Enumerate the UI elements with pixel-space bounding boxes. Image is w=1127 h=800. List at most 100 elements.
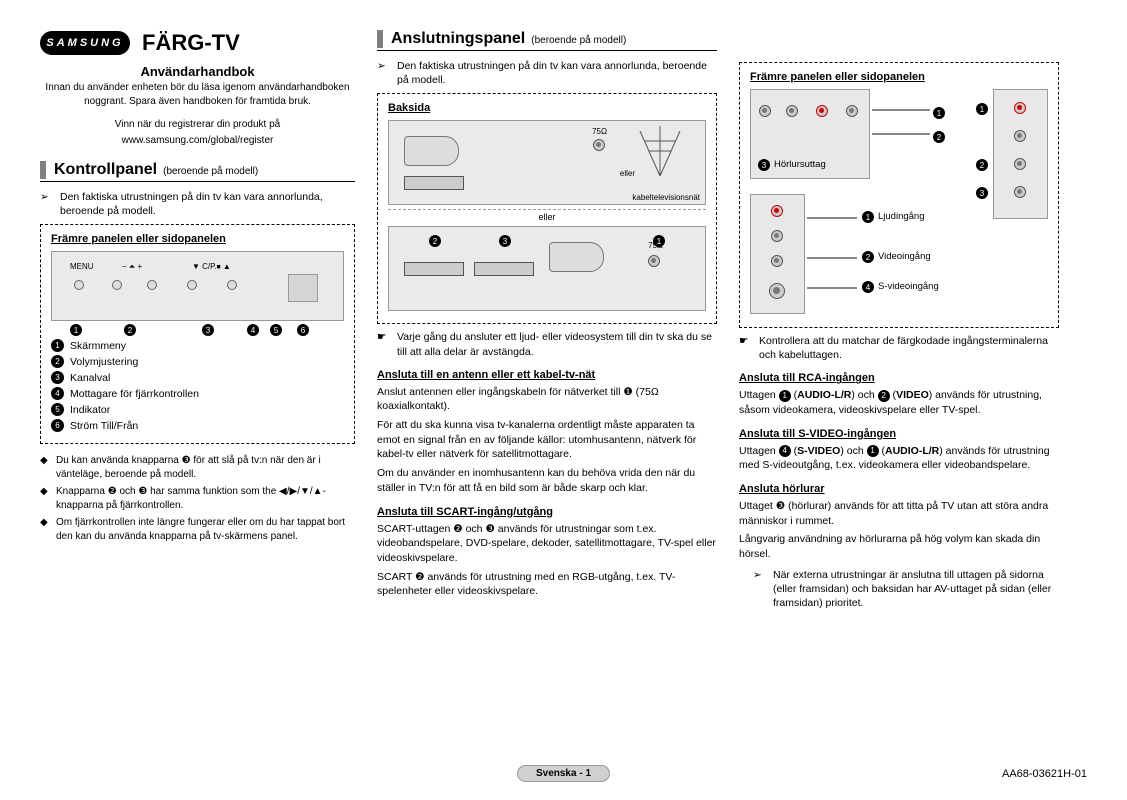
note-text: Den faktiska utrustningen på din tv kan … [397,59,717,87]
wire [872,133,930,135]
headphone-jack [759,105,771,117]
scart-connector [404,176,464,190]
antenna-icon [635,126,685,181]
circ-2: 2 [976,159,988,171]
rear-diagram-1: 75Ω eller kabeltelevisionsnät [388,120,706,205]
column-right: Främre panelen eller sidopanelen 1 2 3 H… [739,30,1059,616]
coax-label: 75Ω [592,127,607,136]
video-jack [771,255,783,267]
headphone-label: Hörlursuttag [774,159,826,170]
scart-plug-icon [549,242,604,272]
wire [872,109,930,111]
audio-jack [771,230,783,242]
section-title-text: Kontrollpanel [54,161,157,179]
circ-3: 3 [976,187,988,199]
coax-jack [593,139,605,151]
headphone-title: Ansluta hörlurar [739,483,1059,495]
panel-legend: 1Skärmmeny 2Volymjustering 3Kanalval 4Mo… [51,339,344,432]
diagram-separator: eller [388,209,706,222]
circ-1: 1 [976,103,988,115]
box-title: Främre panelen eller sidopanelen [51,233,344,245]
panel-button [74,280,84,290]
subheader: Användarhandbok Innan du använder enhete… [40,64,355,147]
power-area [288,274,318,302]
headphone-p1: Uttaget ❸ (hörlurar) används för att tit… [739,499,1059,528]
pointing-note: ☛ Varje gång du ansluter ett ljud- eller… [377,330,717,358]
scart-plug-icon [404,136,459,166]
scart-title: Ansluta till SCART-ingång/utgång [377,506,717,518]
section-title-text: Anslutningspanel [391,30,525,48]
page-indicator: Svenska - 1 [517,765,610,782]
audio-jack [1014,130,1026,142]
antenna-title: Ansluta till en antenn eller ett kabel-t… [377,369,717,381]
scart-p2: SCART ❷ används för utrustning med en RG… [377,570,717,599]
pointing-icon: ☛ [377,330,391,358]
diamond-icon: ◆ [40,516,50,543]
circ-2: 2 [124,324,136,336]
column-middle: Anslutningspanel (beroende på modell) ➢ … [377,30,717,603]
circ-3: 3 [758,159,770,171]
panel-button [187,280,197,290]
arrow-icon: ➢ [40,190,54,218]
kontrollpanel-bullets: ◆Du kan använda knapparna ❸ för att slå … [40,454,355,543]
antenna-p2: För att du ska kunna visa tv-kanalerna o… [377,418,717,462]
register-url: www.samsung.com/global/register [40,134,355,148]
video-jack [1014,158,1026,170]
pointing-note-2: ☛ Kontrollera att du matchar de färgkoda… [739,334,1059,362]
rear-panel-box: Baksida 75Ω eller kabeltelevisionsnät el… [377,93,717,324]
panel-button [227,280,237,290]
audio-r-jack [816,105,828,117]
end-note: ➢ När externa utrustningar är anslutna t… [753,568,1059,611]
box-title: Baksida [388,102,706,114]
circ-1: 1 [653,235,665,247]
circ-1: 1 [862,211,874,223]
audio-jack [1014,102,1026,114]
arrow-icon: ➢ [377,59,391,87]
section-sub: (beroende på modell) [163,166,258,177]
note-anslutning: ➢ Den faktiska utrustningen på din tv ka… [377,59,717,87]
circ-1: 1 [933,107,945,119]
scart-connector [474,262,534,276]
bullet-row: ◆Om fjärrkontrollen inte längre fungerar… [40,516,355,543]
svideo-label: S-videoingång [878,281,939,292]
divider [377,50,717,51]
note-text: Den faktiska utrustningen på din tv kan … [60,190,355,218]
main-title: FÄRG-TV [142,30,240,56]
panel-label-vol: − ⏶ + [122,262,142,272]
wire [807,217,857,219]
svideo-title: Ansluta till S-VIDEO-ingången [739,428,1059,440]
legend-row: 1Skärmmeny [51,339,344,352]
rca-text: Uttagen 1 (AUDIO-L/R) och 2 (VIDEO) anvä… [739,388,1059,417]
note-text: Kontrollera att du matchar de färgkodade… [759,334,1059,362]
circ-2: 2 [862,251,874,263]
circ-2: 2 [933,131,945,143]
rear-diagram-2: 75Ω 2 3 1 [388,226,706,311]
side-diagram-area: 1 2 3 Hörlursuttag 1 2 3 [750,89,1048,319]
arrow-icon: ➢ [753,568,767,611]
panel-label-ch: ▼ C/P.⏹ ▲ [192,262,231,272]
audio-label: Ljudingång [878,211,925,222]
circ-5: 5 [270,324,282,336]
circ-3: 3 [202,324,214,336]
panel-diagram: MENU − ⏶ + ▼ C/P.⏹ ▲ 1 2 3 4 5 6 [51,251,344,321]
side-block-2 [993,89,1048,219]
footer: Svenska - 1 AA68-03621H-01 [0,765,1127,782]
antenna-p3: Om du använder en inomhusantenn kan du b… [377,466,717,495]
wire [807,257,857,259]
panel-button [112,280,122,290]
cable-label: kabeltelevisionsnät [632,193,700,202]
audio-l-jack [846,105,858,117]
scart-p1: SCART-uttagen ❷ och ❸ används för utrust… [377,522,717,566]
eller-small: eller [620,169,635,178]
bullet-row: ◆Du kan använda knapparna ❸ för att slå … [40,454,355,481]
front-panel-box: Främre panelen eller sidopanelen MENU − … [40,224,355,444]
legend-row: 6Ström Till/Från [51,419,344,432]
divider [40,181,355,182]
video-jack [786,105,798,117]
panel-button [147,280,157,290]
document-code: AA68-03621H-01 [1002,768,1087,780]
circ-3: 3 [499,235,511,247]
note-text: Varje gång du ansluter ett ljud- eller v… [397,330,717,358]
samsung-logo: SAMSUNG [40,31,130,55]
diamond-icon: ◆ [40,485,50,512]
